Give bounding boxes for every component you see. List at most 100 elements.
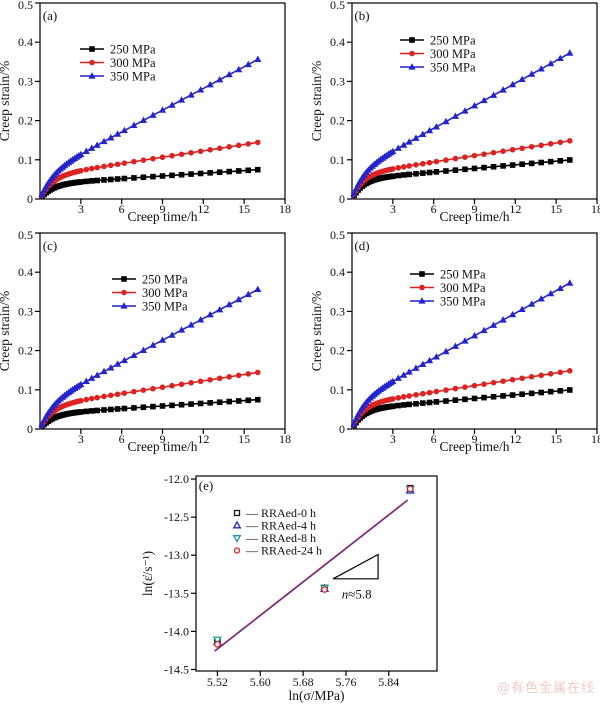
y-tick-label: 0.4 xyxy=(330,35,345,49)
marker-square xyxy=(443,168,449,174)
x-tick-label: 15 xyxy=(238,432,250,446)
marker-triangle-up xyxy=(139,116,148,123)
y-tick-label: -14.5 xyxy=(164,662,189,676)
marker-circle xyxy=(207,377,213,383)
x-axis-label: Creep time/h xyxy=(439,439,509,454)
marker-triangle-down-open xyxy=(232,535,242,543)
marker-triangle-up xyxy=(93,141,101,148)
marker-triangle-up xyxy=(451,112,460,119)
marker-triangle-up xyxy=(149,341,157,348)
marker-triangle-up xyxy=(254,55,262,63)
marker-circle xyxy=(140,157,147,163)
marker-circle xyxy=(519,145,525,152)
chart-d: 3 6 9 12 15 18 0 0.1 0.2 0.3 0.4 0.5 Creep time/h Cre… xyxy=(309,230,600,454)
marker-circle xyxy=(528,143,535,150)
marker-square xyxy=(178,401,185,408)
marker-circle xyxy=(481,381,487,387)
marker-circle-open xyxy=(321,586,328,593)
marker-circle xyxy=(121,390,128,396)
y-tick-label: 0.5 xyxy=(330,230,345,242)
legend-label: 350 MPa xyxy=(142,300,188,314)
series-250-MPa xyxy=(39,166,261,200)
x-tick-label: 12 xyxy=(197,432,209,446)
marker-circle xyxy=(400,394,407,400)
y-axis-label: Creep strain/% xyxy=(309,291,324,372)
y-tick-label: 0 xyxy=(339,192,345,206)
series-250-MPa xyxy=(351,387,573,430)
marker-square xyxy=(471,165,478,172)
marker-triangle-up xyxy=(499,316,507,323)
marker-square xyxy=(235,398,242,404)
marker-circle xyxy=(226,374,232,380)
marker-square xyxy=(519,161,525,168)
marker-square xyxy=(178,171,185,178)
marker-triangle-up xyxy=(461,337,469,344)
marker-circle xyxy=(169,382,175,389)
marker-circle xyxy=(150,155,156,162)
marker-triangle-up xyxy=(509,310,517,318)
marker-triangle-up xyxy=(412,134,420,141)
series-350-MPa xyxy=(350,49,574,200)
marker-triangle-up xyxy=(405,138,413,145)
marker-square xyxy=(528,160,535,167)
marker-triangle-up xyxy=(139,346,148,353)
marker-circle xyxy=(426,389,433,396)
marker-square xyxy=(390,403,396,410)
marker-triangle-up xyxy=(489,91,498,98)
marker-circle xyxy=(101,393,107,400)
y-tick-label: -12.0 xyxy=(164,472,189,486)
panel-label: (b) xyxy=(354,8,369,23)
legend-label: 250 MPa xyxy=(440,268,486,282)
marker-square xyxy=(409,37,415,43)
marker-triangle-up xyxy=(177,326,186,333)
marker-square xyxy=(207,170,213,176)
marker-triangle-up xyxy=(400,371,408,378)
marker-square xyxy=(509,162,516,168)
marker-square xyxy=(121,175,128,182)
marker-square xyxy=(406,401,412,408)
marker-triangle-up xyxy=(197,86,205,93)
marker-triangle-up xyxy=(120,302,128,309)
marker-triangle-up xyxy=(547,289,555,297)
marker-triangle-up xyxy=(518,75,526,83)
marker-triangle-up xyxy=(77,150,85,158)
marker-circle xyxy=(101,163,107,170)
marker-circle xyxy=(490,379,497,386)
legend-label: 250 MPa xyxy=(142,273,188,287)
marker-circle xyxy=(426,159,433,166)
x-tick-label: 6 xyxy=(119,432,125,446)
marker-triangle-up xyxy=(225,70,233,78)
marker-circle xyxy=(390,396,396,402)
marker-square xyxy=(390,173,396,180)
marker-triangle-up xyxy=(432,353,440,360)
marker-triangle-up xyxy=(408,63,416,70)
x-tick-label: 12 xyxy=(509,202,521,216)
x-tick-label: 12 xyxy=(509,432,521,446)
marker-circle xyxy=(114,161,121,168)
marker-triangle-up xyxy=(216,75,224,83)
marker-circle xyxy=(159,384,166,391)
x-axis-label: ln(σ/MPa) xyxy=(288,688,344,703)
y-tick-label: 0.2 xyxy=(330,344,345,358)
x-tick-label: 18 xyxy=(279,432,291,446)
x-tick-label: 15 xyxy=(550,202,562,216)
marker-square xyxy=(216,399,223,405)
x-tick-label: 6 xyxy=(431,202,437,216)
marker-triangle-up xyxy=(206,81,214,88)
y-tick-label: 0.4 xyxy=(330,265,345,279)
marker-triangle-up xyxy=(120,356,128,364)
x-tick-label: 9 xyxy=(160,202,166,216)
marker-square xyxy=(406,171,412,178)
marker-triangle-up xyxy=(158,106,167,113)
marker-triangle-up xyxy=(82,377,90,384)
series-300-MPa xyxy=(351,368,573,430)
marker-square xyxy=(547,158,554,165)
legend-label: 250 MPa xyxy=(430,34,476,48)
marker-circle xyxy=(178,381,185,388)
y-axis-label: Creep strain/% xyxy=(0,291,12,372)
marker-triangle-up xyxy=(107,134,115,141)
marker-circle xyxy=(547,140,554,147)
marker-triangle-up xyxy=(405,368,413,375)
